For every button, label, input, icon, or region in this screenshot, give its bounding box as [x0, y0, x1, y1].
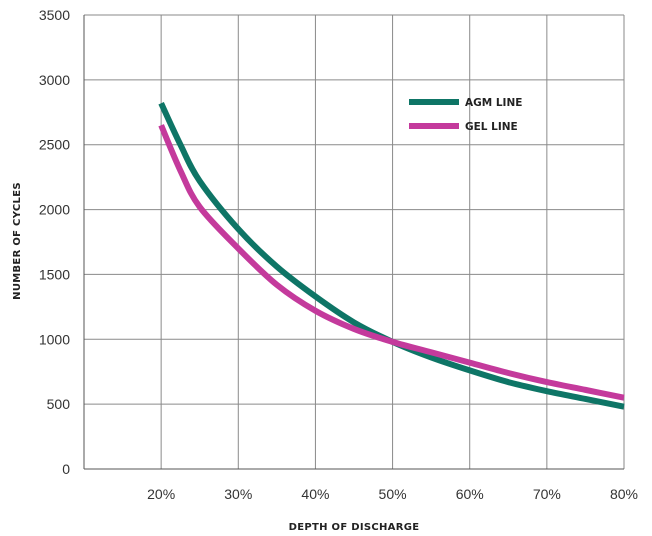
y-tick-label: 2000: [39, 202, 70, 218]
x-tick-labels: 20% 30% 40% 50% 60% 70% 80%: [147, 486, 638, 502]
y-tick-label: 0: [62, 461, 70, 477]
grid: [84, 14, 625, 470]
y-tick-label: 2500: [39, 137, 70, 153]
series-lines: [158, 101, 625, 410]
x-tick-label: 20%: [147, 486, 175, 502]
y-tick-labels: 0 500 1000 1500 2000 2500 3000 3500: [39, 7, 70, 477]
x-tick-label: 50%: [379, 486, 407, 502]
legend-label-agm: AGM LINE: [465, 97, 522, 109]
x-tick-label: 40%: [301, 486, 329, 502]
x-tick-label: 80%: [610, 486, 638, 502]
y-tick-label: 1500: [39, 266, 70, 282]
series-line-gel-line: [158, 124, 625, 401]
x-tick-label: 30%: [224, 486, 252, 502]
legend-label-gel: GEL LINE: [465, 121, 518, 133]
y-axis-title: NUMBER OF CYCLES: [12, 182, 23, 300]
y-tick-label: 500: [47, 396, 71, 412]
y-tick-label: 3500: [39, 7, 70, 23]
y-tick-label: 3000: [39, 72, 70, 88]
plot-frame: [83, 15, 624, 470]
x-tick-label: 70%: [533, 486, 561, 502]
x-tick-label: 60%: [456, 486, 484, 502]
y-tick-label: 1000: [39, 331, 70, 347]
x-axis-title: DEPTH OF DISCHARGE: [289, 522, 420, 533]
legend: AGM LINE GEL LINE: [409, 97, 522, 133]
